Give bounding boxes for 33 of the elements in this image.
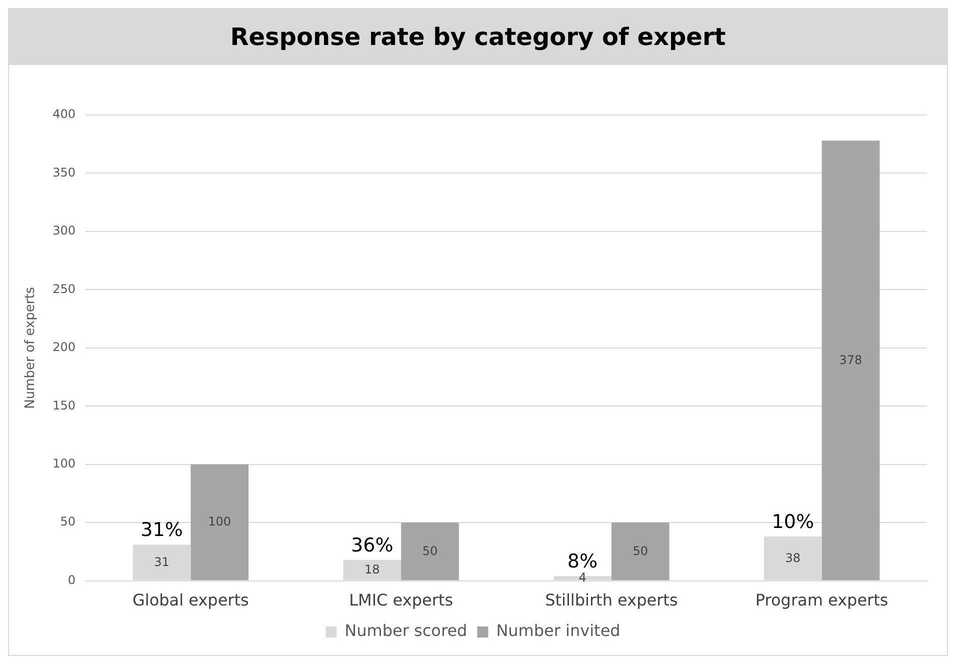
- y-tick-label: 100: [52, 456, 76, 470]
- y-axis-title: Number of experts: [23, 286, 38, 409]
- y-tick-label: 300: [52, 224, 76, 238]
- y-tick-label: 50: [60, 514, 76, 529]
- data-label: 38: [785, 550, 801, 565]
- legend-label: Number invited: [496, 621, 620, 640]
- data-label: 18: [364, 562, 380, 576]
- y-tick-label: 250: [52, 282, 76, 296]
- data-label: 31: [154, 554, 170, 569]
- annotation: 8%: [567, 550, 598, 573]
- bar: [822, 140, 880, 580]
- y-tick-label: 150: [52, 398, 76, 412]
- data-label: 4: [578, 570, 586, 585]
- x-tick-label: Global experts: [132, 590, 249, 610]
- data-label: 50: [632, 544, 648, 558]
- legend-label: Number scored: [344, 621, 468, 640]
- y-tick-label: 350: [52, 165, 76, 180]
- x-tick-label: LMIC experts: [349, 590, 454, 610]
- y-tick-label: 400: [52, 107, 76, 122]
- annotation: 36%: [351, 534, 394, 556]
- bar: [401, 522, 459, 580]
- y-tick-label: 0: [68, 572, 76, 587]
- data-label: 378: [839, 352, 862, 367]
- y-tick-label: 200: [52, 340, 76, 354]
- chart-title: Response rate by category of expert: [9, 9, 947, 65]
- annotation: 31%: [140, 519, 183, 542]
- bar: [190, 464, 249, 580]
- x-tick-label: Stillbirth experts: [545, 590, 678, 610]
- bar: [611, 522, 670, 580]
- annotation: 10%: [772, 510, 814, 533]
- data-label: 50: [422, 544, 438, 558]
- x-tick-label: Program experts: [755, 590, 888, 610]
- data-label: 100: [208, 514, 232, 529]
